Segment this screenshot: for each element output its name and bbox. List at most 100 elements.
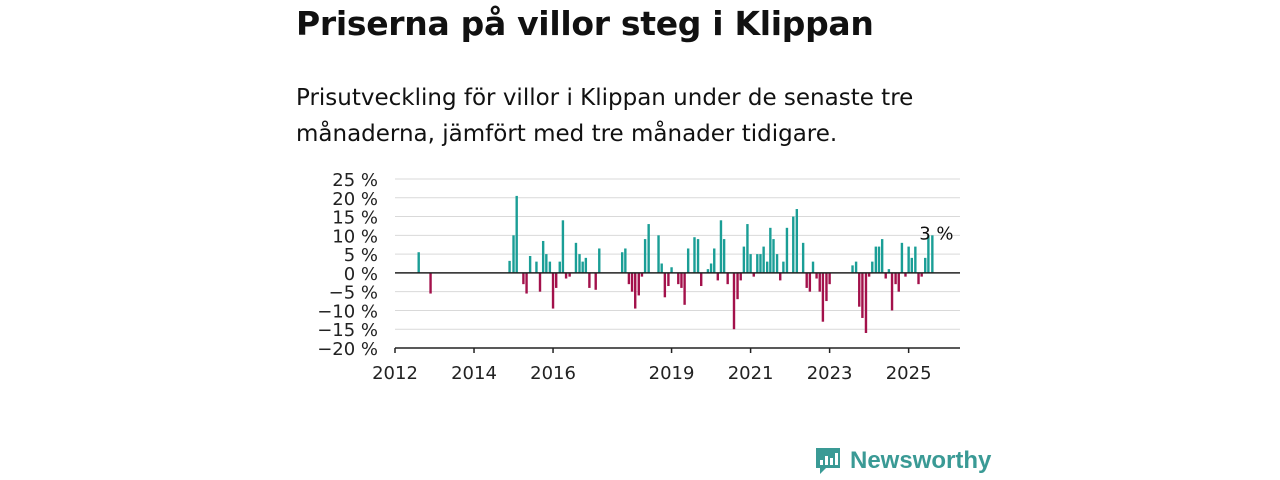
bar xyxy=(670,267,673,273)
y-tick-label: 5 % xyxy=(344,245,378,266)
bar xyxy=(584,257,588,273)
bar xyxy=(900,242,904,273)
y-tick-label: 10 % xyxy=(332,226,378,247)
chart-subtitle: Prisutveckling för villor i Klippan unde… xyxy=(296,85,914,147)
bar xyxy=(647,224,650,273)
bar xyxy=(920,272,923,277)
chart-title: Priserna på villor steg i Klippan xyxy=(296,4,874,43)
bar xyxy=(630,272,634,292)
bar xyxy=(904,272,907,277)
bar xyxy=(742,246,746,273)
bar xyxy=(851,265,854,273)
brand-name: Newsworthy xyxy=(850,447,992,474)
y-tick-label: −10 % xyxy=(317,301,378,322)
bar xyxy=(910,257,913,273)
bar xyxy=(914,246,917,273)
y-tick-label: 20 % xyxy=(332,189,378,210)
bar xyxy=(643,239,647,273)
bar xyxy=(801,242,805,273)
bar xyxy=(568,272,571,277)
bar xyxy=(677,272,680,285)
x-tick-label: 2016 xyxy=(530,363,576,384)
bar xyxy=(594,272,597,290)
bar xyxy=(634,272,637,309)
bar xyxy=(762,246,765,273)
bar xyxy=(897,272,900,292)
bar xyxy=(574,242,578,273)
bar xyxy=(620,252,624,273)
bar xyxy=(927,235,930,273)
bar xyxy=(581,261,584,273)
bar xyxy=(828,272,831,285)
bar xyxy=(746,224,749,273)
bar xyxy=(525,272,528,294)
bar xyxy=(821,272,825,322)
bar xyxy=(861,272,864,318)
bar xyxy=(931,235,934,273)
bar xyxy=(765,261,769,273)
bar xyxy=(722,239,726,273)
bar xyxy=(894,272,897,285)
x-tick-label: 2012 xyxy=(372,363,418,384)
bar xyxy=(640,272,644,277)
bar xyxy=(706,269,710,273)
x-tick-label: 2014 xyxy=(451,363,497,384)
bar xyxy=(528,255,532,273)
bar xyxy=(815,272,818,279)
bar xyxy=(749,254,752,273)
bar xyxy=(429,272,432,294)
bar xyxy=(739,272,742,281)
bar xyxy=(716,272,720,281)
bar xyxy=(541,240,545,273)
bar xyxy=(785,227,789,273)
newsworthy-logo-icon xyxy=(816,448,840,474)
bar xyxy=(700,272,703,287)
bar xyxy=(818,272,821,292)
bar xyxy=(732,272,736,330)
bar xyxy=(877,246,881,273)
bar xyxy=(769,227,772,273)
bar xyxy=(657,235,660,273)
bar xyxy=(555,272,558,288)
x-axis-labels: 2012 2014 2016 2019 2021 2023 2025 xyxy=(372,348,932,384)
bar xyxy=(522,272,525,285)
bar xyxy=(726,272,729,285)
y-tick-label: −15 % xyxy=(317,320,378,341)
bar xyxy=(805,272,808,288)
x-tick-label: 2025 xyxy=(886,363,932,384)
bar xyxy=(772,239,775,273)
bar xyxy=(825,272,828,302)
bar xyxy=(907,246,910,273)
bar-chart: −20 %−15 %−10 %−5 %0 %5 %10 %15 %20 %25 … xyxy=(317,170,960,384)
latest-value-annotation: 3 % xyxy=(919,224,953,245)
bar xyxy=(564,272,568,279)
bar xyxy=(561,220,565,273)
bar xyxy=(864,272,868,333)
bar xyxy=(874,246,878,273)
bar xyxy=(508,260,511,273)
bar xyxy=(624,248,627,273)
bars xyxy=(417,195,934,333)
y-tick-label: 25 % xyxy=(332,170,378,191)
bar xyxy=(538,272,542,292)
bar xyxy=(795,209,799,273)
bar xyxy=(871,261,874,273)
bar xyxy=(884,272,887,279)
bar xyxy=(588,272,591,288)
bar xyxy=(660,263,663,273)
bar xyxy=(693,237,696,273)
bar xyxy=(887,269,891,273)
bar xyxy=(880,239,884,273)
bar xyxy=(756,254,759,273)
bar xyxy=(917,272,920,285)
bar xyxy=(598,248,601,273)
bar xyxy=(858,272,861,307)
bar xyxy=(663,272,667,298)
bar xyxy=(782,261,785,273)
bar xyxy=(719,220,723,273)
x-tick-label: 2023 xyxy=(807,363,853,384)
bar xyxy=(890,272,894,311)
bar xyxy=(811,261,815,273)
bar xyxy=(548,261,552,273)
bar xyxy=(637,272,640,296)
